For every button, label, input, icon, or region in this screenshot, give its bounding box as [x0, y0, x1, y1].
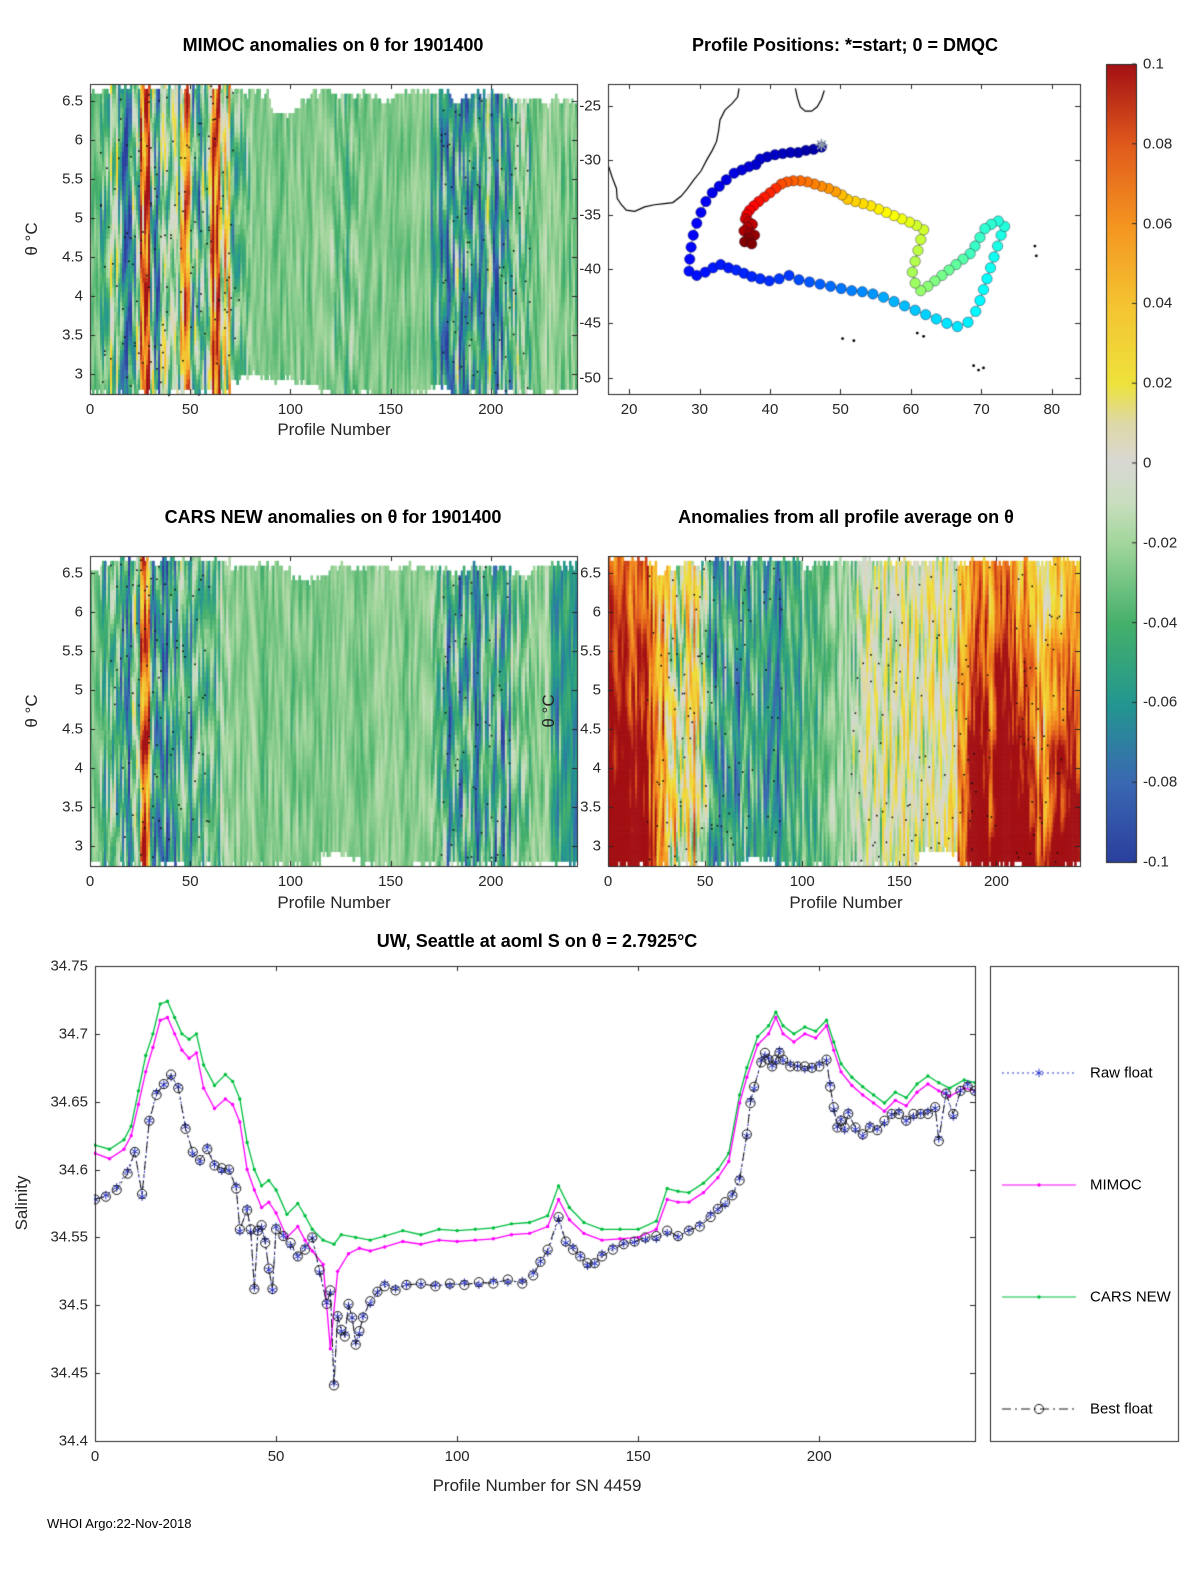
- title-salinity-plot: UW, Seattle at aoml S on θ = 2.7925°C: [376, 931, 698, 951]
- tick-label: 6.5: [62, 564, 83, 582]
- tick-label: 6: [592, 603, 601, 621]
- tick-label: 34.7: [58, 1025, 88, 1043]
- colorbar-tick-label: -0.06: [1143, 693, 1178, 711]
- tick-label: -25: [579, 97, 601, 115]
- colorbar-tick-label: 0.1: [1143, 55, 1164, 73]
- tick-label: 6: [74, 603, 83, 621]
- tick-label: 100: [277, 401, 303, 418]
- tick-label: -45: [579, 314, 601, 332]
- tick-label: 34.4: [58, 1432, 88, 1450]
- xlabel-mimoc: Profile Number: [277, 420, 391, 439]
- tick-label: 20: [620, 401, 638, 418]
- legend-item-best-float: Best float: [1090, 1400, 1153, 1418]
- tick-label: 30: [691, 401, 708, 418]
- tick-label: 34.6: [58, 1161, 88, 1179]
- tick-label: 3.5: [580, 798, 601, 816]
- tick-label: 6: [74, 131, 83, 149]
- ylabel-mimoc: θ °C: [22, 222, 41, 256]
- tick-label: 200: [478, 401, 504, 418]
- tick-label: 3: [74, 837, 83, 855]
- legend-item-mimoc: MIMOC: [1090, 1176, 1142, 1194]
- tick-label: 5.5: [62, 642, 83, 660]
- tick-label: 34.5: [58, 1296, 88, 1314]
- colorbar-tick-label: -0.02: [1143, 534, 1178, 552]
- tick-label: 34.75: [50, 957, 88, 975]
- tick-label: 0: [85, 401, 95, 418]
- tick-label: 5.5: [62, 170, 83, 188]
- tick-label: -50: [579, 369, 601, 387]
- tick-label: 50: [267, 1448, 285, 1465]
- tick-label: 150: [886, 873, 912, 890]
- tick-label: 50: [696, 873, 714, 890]
- tick-label: 70: [973, 401, 990, 418]
- legend-item-cars-new: CARS NEW: [1090, 1288, 1171, 1306]
- tick-label: 4.5: [62, 248, 83, 266]
- tick-label: 4: [74, 287, 83, 305]
- tick-label: 80: [1043, 401, 1061, 418]
- colorbar-tick-label: 0.06: [1143, 215, 1173, 233]
- tick-label: 3: [74, 365, 83, 383]
- colorbar-tick-label: -0.1: [1143, 853, 1169, 871]
- tick-label: -35: [579, 206, 601, 224]
- tick-label: 5: [74, 209, 83, 227]
- tick-label: 4.5: [580, 720, 601, 738]
- tick-label: 0: [603, 873, 613, 890]
- title-cars-heatmap: CARS NEW anomalies on θ for 1901400: [164, 507, 502, 527]
- tick-label: 100: [789, 873, 815, 890]
- ylabel-average: θ °C: [539, 694, 558, 728]
- title-profile-positions: Profile Positions: *=start; 0 = DMQC: [691, 35, 999, 55]
- tick-label: -40: [579, 260, 601, 278]
- tick-label: 6.5: [62, 92, 83, 110]
- tick-label: 50: [181, 873, 199, 890]
- xlabel-average: Profile Number: [789, 893, 903, 912]
- tick-label: 3: [592, 837, 601, 855]
- tick-label: 40: [761, 401, 779, 418]
- colorbar-tick-label: 0.08: [1143, 135, 1173, 153]
- tick-label: 50: [181, 401, 199, 418]
- xlabel-salinity: Profile Number for SN 4459: [432, 1476, 642, 1495]
- ylabel-salinity: Salinity: [12, 1175, 31, 1231]
- colorbar-tick-label: -0.08: [1143, 773, 1178, 791]
- tick-label: 4.5: [62, 720, 83, 738]
- tick-label: 150: [625, 1448, 651, 1465]
- title-average-heatmap: Anomalies from all profile average on θ: [678, 507, 1014, 527]
- tick-label: 5: [74, 681, 83, 699]
- tick-label: 50: [832, 401, 849, 418]
- tick-label: 100: [444, 1448, 470, 1465]
- colorbar-tick-label: 0.04: [1143, 294, 1173, 312]
- tick-label: 200: [478, 873, 504, 890]
- title-mimoc-heatmap: MIMOC anomalies on θ for 1901400: [182, 35, 484, 55]
- tick-label: 5: [592, 681, 601, 699]
- tick-label: 5.5: [580, 642, 601, 660]
- tick-label: 3.5: [62, 326, 83, 344]
- legend-item-raw-float: Raw float: [1090, 1064, 1153, 1082]
- tick-label: 150: [378, 401, 404, 418]
- figure-footer: WHOI Argo:22-Nov-2018: [47, 1516, 192, 1531]
- xlabel-cars: Profile Number: [277, 893, 391, 912]
- tick-label: 34.55: [50, 1228, 88, 1246]
- tick-label: 3.5: [62, 798, 83, 816]
- tick-label: 100: [277, 873, 303, 890]
- tick-label: 34.65: [50, 1093, 88, 1111]
- tick-label: 6.5: [580, 564, 601, 582]
- tick-label: 34.45: [50, 1364, 88, 1382]
- tick-label: 200: [983, 873, 1009, 890]
- tick-label: 0: [85, 873, 95, 890]
- tick-label: -30: [579, 151, 601, 169]
- colorbar-tick-label: 0: [1143, 454, 1152, 472]
- tick-label: 60: [902, 401, 920, 418]
- tick-label: 200: [806, 1448, 832, 1465]
- tick-label: 150: [378, 873, 404, 890]
- tick-label: 0: [90, 1448, 100, 1465]
- tick-label: 4: [592, 759, 601, 777]
- tick-label: 4: [74, 759, 83, 777]
- colorbar-tick-label: -0.04: [1143, 614, 1178, 632]
- colorbar-tick-label: 0.02: [1143, 374, 1173, 392]
- ylabel-cars: θ °C: [22, 694, 41, 728]
